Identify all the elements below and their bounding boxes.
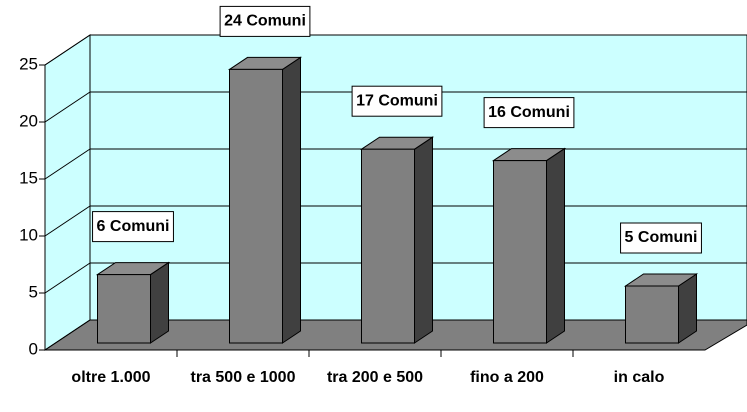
data-label-box — [483, 97, 575, 129]
x-tick-label: tra 200 e 500 — [326, 369, 424, 386]
x-tick-label: tra 500 e 1000 — [190, 369, 296, 386]
grid-line — [44, 91, 91, 123]
data-label-box — [92, 211, 174, 243]
data-label-box — [620, 222, 702, 254]
data-label: 5 Comuni — [625, 229, 698, 246]
data-label: 24 Comuni — [224, 13, 306, 30]
x-tick-label: oltre 1.000 — [71, 369, 151, 386]
data-label: 17 Comuni — [356, 92, 438, 109]
grid-line — [44, 148, 91, 180]
y-tick-label: 20 — [19, 111, 38, 130]
bar — [493, 160, 547, 344]
grid-line — [44, 205, 91, 237]
y-tick-label: 5 — [29, 282, 38, 301]
y-tick-label: 10 — [19, 225, 38, 244]
y-tick-label: 15 — [19, 168, 38, 187]
bar-side — [414, 136, 433, 344]
grid-line — [44, 319, 91, 351]
grid-line — [44, 34, 91, 66]
data-label: 6 Comuni — [97, 218, 170, 235]
bar-side — [150, 261, 169, 344]
data-label-box — [219, 5, 311, 37]
bar — [361, 148, 415, 344]
bar-side — [546, 147, 565, 344]
side-wall — [44, 34, 91, 351]
grid-line — [44, 262, 91, 294]
bar — [229, 68, 283, 344]
x-tick-label: in calo — [613, 369, 665, 386]
y-tick-label: 0 — [29, 339, 38, 358]
bar — [625, 285, 679, 344]
data-label: 16 Comuni — [488, 104, 570, 121]
x-tick-label: fino a 200 — [470, 369, 544, 386]
y-tick-label: 25 — [19, 54, 38, 73]
bar-side — [282, 56, 301, 344]
bar — [97, 274, 151, 344]
data-label-box — [351, 85, 443, 117]
